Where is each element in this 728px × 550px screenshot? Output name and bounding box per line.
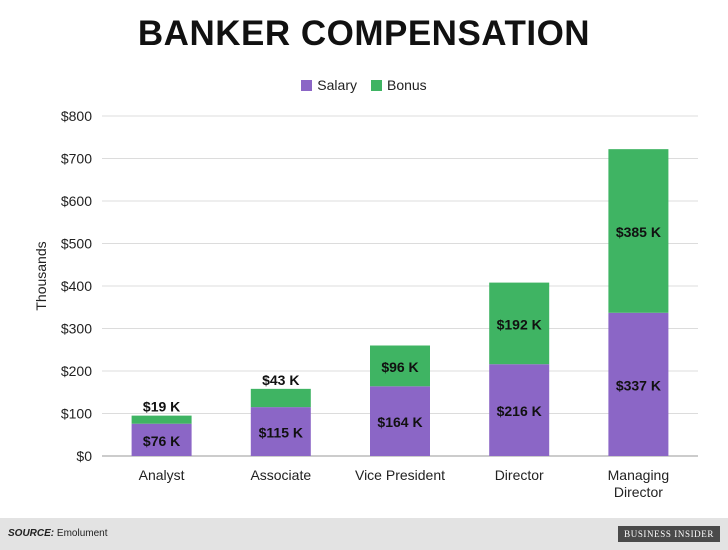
legend-swatch-bonus xyxy=(370,79,382,91)
y-tick-label: $0 xyxy=(76,448,92,464)
x-tick-label: Director xyxy=(495,467,544,483)
bar-salary xyxy=(608,312,669,456)
bar-bonus xyxy=(608,149,669,313)
y-tick-label: $100 xyxy=(61,406,92,422)
y-axis-title: Thousands xyxy=(33,241,49,310)
legend-item-bonus: Bonus xyxy=(370,77,427,93)
brand-logo: BUSINESS INSIDER xyxy=(618,526,720,542)
data-label: $164 K xyxy=(377,414,422,430)
legend-label-bonus: Bonus xyxy=(386,77,427,93)
data-label: $43 K xyxy=(262,372,299,388)
y-tick-label: $700 xyxy=(61,151,92,167)
source-text: Emolument xyxy=(56,528,108,539)
source-note: SOURCE: Emolument xyxy=(8,528,107,539)
bar-bonus xyxy=(250,388,311,408)
data-label: $19 K xyxy=(143,399,180,415)
data-label: $96 K xyxy=(381,359,418,375)
bar-chart: $0 $100 $200 $300 $400 $500 $600 $700 $800 Thousa… xyxy=(33,108,698,500)
bar-salary xyxy=(489,364,550,456)
data-label: $385 K xyxy=(616,224,661,240)
bar-salary xyxy=(370,386,430,456)
y-tick-label: $400 xyxy=(61,278,92,294)
y-tick-label: $500 xyxy=(61,236,92,252)
y-tick-label: $300 xyxy=(61,321,92,337)
bar-bonus xyxy=(131,415,192,424)
source-label: SOURCE: xyxy=(8,528,55,539)
bar-salary xyxy=(250,407,311,456)
bar-salary xyxy=(131,423,192,456)
bar-bonus xyxy=(370,345,430,387)
y-tick-label: $600 xyxy=(61,193,92,209)
bar-bonus xyxy=(489,282,550,365)
data-label: $216 K xyxy=(497,403,542,419)
x-tick-label: Associate xyxy=(250,467,311,483)
footer: SOURCE: Emolument BUSINESS INSIDER xyxy=(0,518,728,550)
x-tick-label: Managing Director xyxy=(608,467,670,500)
legend-swatch-salary xyxy=(301,79,313,91)
data-label: $192 K xyxy=(497,316,542,332)
y-tick-label: $800 xyxy=(61,108,92,124)
x-tick-label: Analyst xyxy=(139,467,185,483)
legend-label-salary: Salary xyxy=(317,77,357,93)
data-label: $76 K xyxy=(143,433,180,449)
x-tick-label: Vice President xyxy=(355,467,445,483)
y-tick-label: $200 xyxy=(61,363,92,379)
legend-item-salary: Salary xyxy=(301,77,357,93)
data-label: $337 K xyxy=(616,377,661,393)
legend: Salary Bonus xyxy=(0,77,728,93)
data-label: $115 K xyxy=(259,425,303,441)
chart-title: BANKER COMPENSATION xyxy=(137,14,591,53)
